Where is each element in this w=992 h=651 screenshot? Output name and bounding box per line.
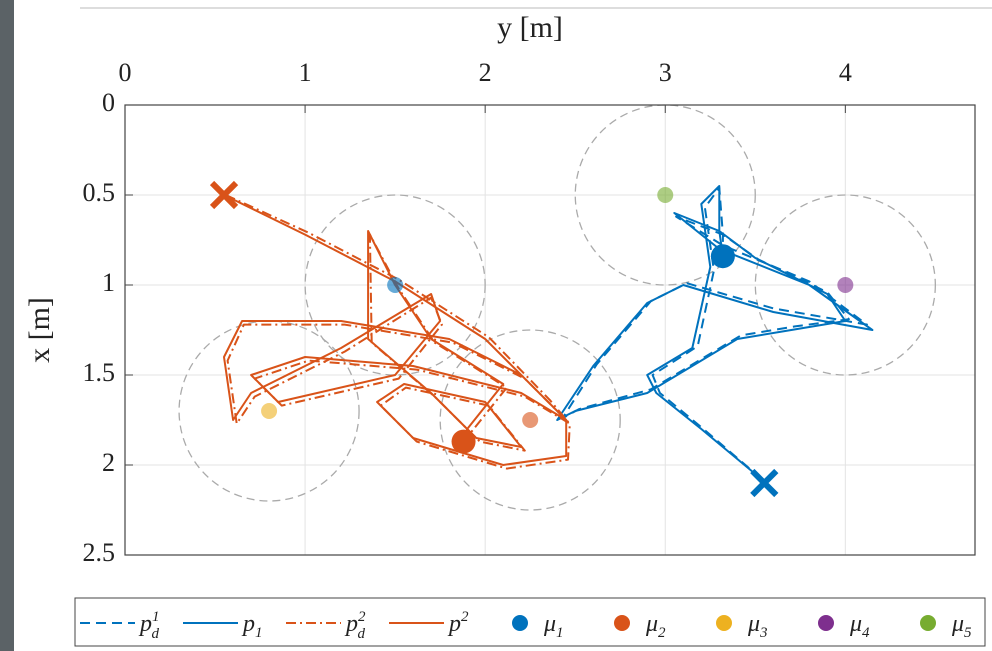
start-marker	[209, 180, 239, 210]
legend-name: μ	[951, 611, 964, 637]
legend-label: μ3	[747, 611, 768, 641]
y-tick-label: 2.5	[83, 538, 116, 567]
legend-name: μ	[543, 611, 556, 637]
y-axis-label: x [m]	[23, 297, 56, 363]
plot-area	[124, 104, 976, 556]
legend-swatch	[818, 615, 834, 631]
legend-sub: d	[152, 626, 160, 642]
trajectory	[223, 194, 568, 466]
legend-sup: 2	[358, 609, 366, 625]
legend-sub: 2	[658, 625, 666, 641]
center-point	[522, 412, 539, 428]
legend-name: p	[344, 611, 358, 637]
legend-sub: 5	[964, 625, 972, 641]
legend-label: p2	[447, 609, 469, 637]
axes-box	[124, 104, 976, 556]
center-point	[387, 277, 404, 293]
y-tick-label: 1	[102, 268, 115, 297]
trajectory	[561, 186, 868, 481]
start-marker	[750, 468, 779, 498]
plot-background	[125, 105, 975, 555]
legend-sub: 4	[862, 625, 870, 641]
legend-label: p1 d	[138, 609, 160, 642]
legend-swatch	[920, 615, 936, 631]
trajectory	[556, 185, 874, 484]
x-tick-label: 2	[479, 58, 492, 87]
legend-sup: 1	[152, 609, 160, 625]
region-circle	[439, 329, 621, 511]
legend-swatch	[614, 615, 630, 631]
window-edge	[0, 0, 14, 651]
legend-label: μ4	[849, 611, 870, 641]
legend-label: μ2	[645, 611, 666, 641]
y-tick-label: 2	[102, 448, 115, 477]
y-tick-label: 0.5	[83, 178, 116, 207]
trajectory	[225, 194, 571, 470]
region-circle	[304, 194, 486, 376]
legend-label: p2 d	[344, 609, 366, 642]
end-marker	[710, 244, 735, 269]
legend-sub: 1	[556, 625, 564, 641]
x-tick-label: 4	[839, 58, 852, 87]
y-tick-label: 1.5	[83, 358, 116, 387]
legend-name: p	[241, 611, 255, 637]
legend-label: p1	[241, 611, 263, 641]
end-marker	[451, 429, 476, 454]
legend-swatch	[716, 615, 732, 631]
legend-name: μ	[747, 611, 760, 637]
center-point	[837, 277, 854, 293]
region-circle	[754, 194, 936, 376]
legend-sub: 3	[759, 625, 768, 641]
legend-name: μ	[849, 611, 862, 637]
x-tick-label: 3	[659, 58, 672, 87]
x-tick-label: 0	[119, 58, 132, 87]
legend-name: p	[138, 611, 152, 637]
center-point	[261, 403, 278, 419]
legend-sup: 2	[461, 609, 469, 625]
legend: p1 d p1 p2 d p2 μ1 μ2 μ3 μ4 μ5	[80, 609, 972, 642]
legend-sub: 1	[255, 625, 263, 641]
x-axis-label: y [m]	[497, 11, 563, 44]
legend-sub: d	[358, 626, 366, 642]
legend-name: p	[447, 611, 461, 637]
legend-swatch	[512, 615, 528, 631]
legend-label: μ5	[951, 611, 972, 641]
legend-label: μ1	[543, 611, 564, 641]
y-tick-label: 0	[102, 88, 115, 117]
x-tick-label: 1	[299, 58, 312, 87]
center-point	[657, 187, 674, 203]
legend-name: μ	[645, 611, 658, 637]
